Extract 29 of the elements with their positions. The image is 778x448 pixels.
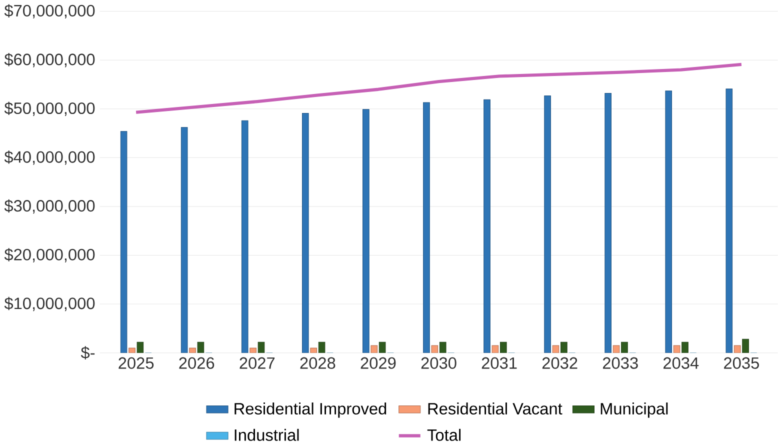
x-tick-label: 2034 xyxy=(664,357,699,370)
y-tick-label: $70,000,000 xyxy=(4,4,95,19)
x-tick-label: 2033 xyxy=(602,357,638,370)
x-tick-label: 2029 xyxy=(360,357,396,370)
y-tick-label: $60,000,000 xyxy=(4,53,95,68)
x-tick-label: 2027 xyxy=(240,357,275,370)
x-tick-label: 2030 xyxy=(421,357,456,370)
x-tick-label: 2028 xyxy=(300,357,336,370)
y-tick-label: $- xyxy=(80,346,95,360)
x-tick-label: 2025 xyxy=(118,357,154,370)
bar xyxy=(544,96,551,353)
x-tick-label: 2026 xyxy=(179,357,214,370)
y-tick-label: $40,000,000 xyxy=(4,150,95,165)
bar xyxy=(362,109,370,353)
legend-label: Residential Improved xyxy=(234,402,386,418)
y-tick-label: $50,000,000 xyxy=(4,102,95,116)
legend-label: Residential Vacant xyxy=(428,402,562,415)
bar xyxy=(484,100,490,353)
legend-label: Municipal xyxy=(600,402,668,418)
x-tick-label: 2032 xyxy=(542,357,578,370)
x-tick-label: 2031 xyxy=(482,357,517,370)
legend-label: Total xyxy=(427,429,461,442)
legend-label: Industrial xyxy=(234,429,299,442)
y-tick-label: $10,000,000 xyxy=(4,297,95,312)
x-tick-label: 2035 xyxy=(724,357,759,370)
y-tick-label: $30,000,000 xyxy=(4,199,95,214)
bar xyxy=(423,102,430,353)
bar xyxy=(742,339,749,353)
y-tick-label: $20,000,000 xyxy=(4,248,95,263)
